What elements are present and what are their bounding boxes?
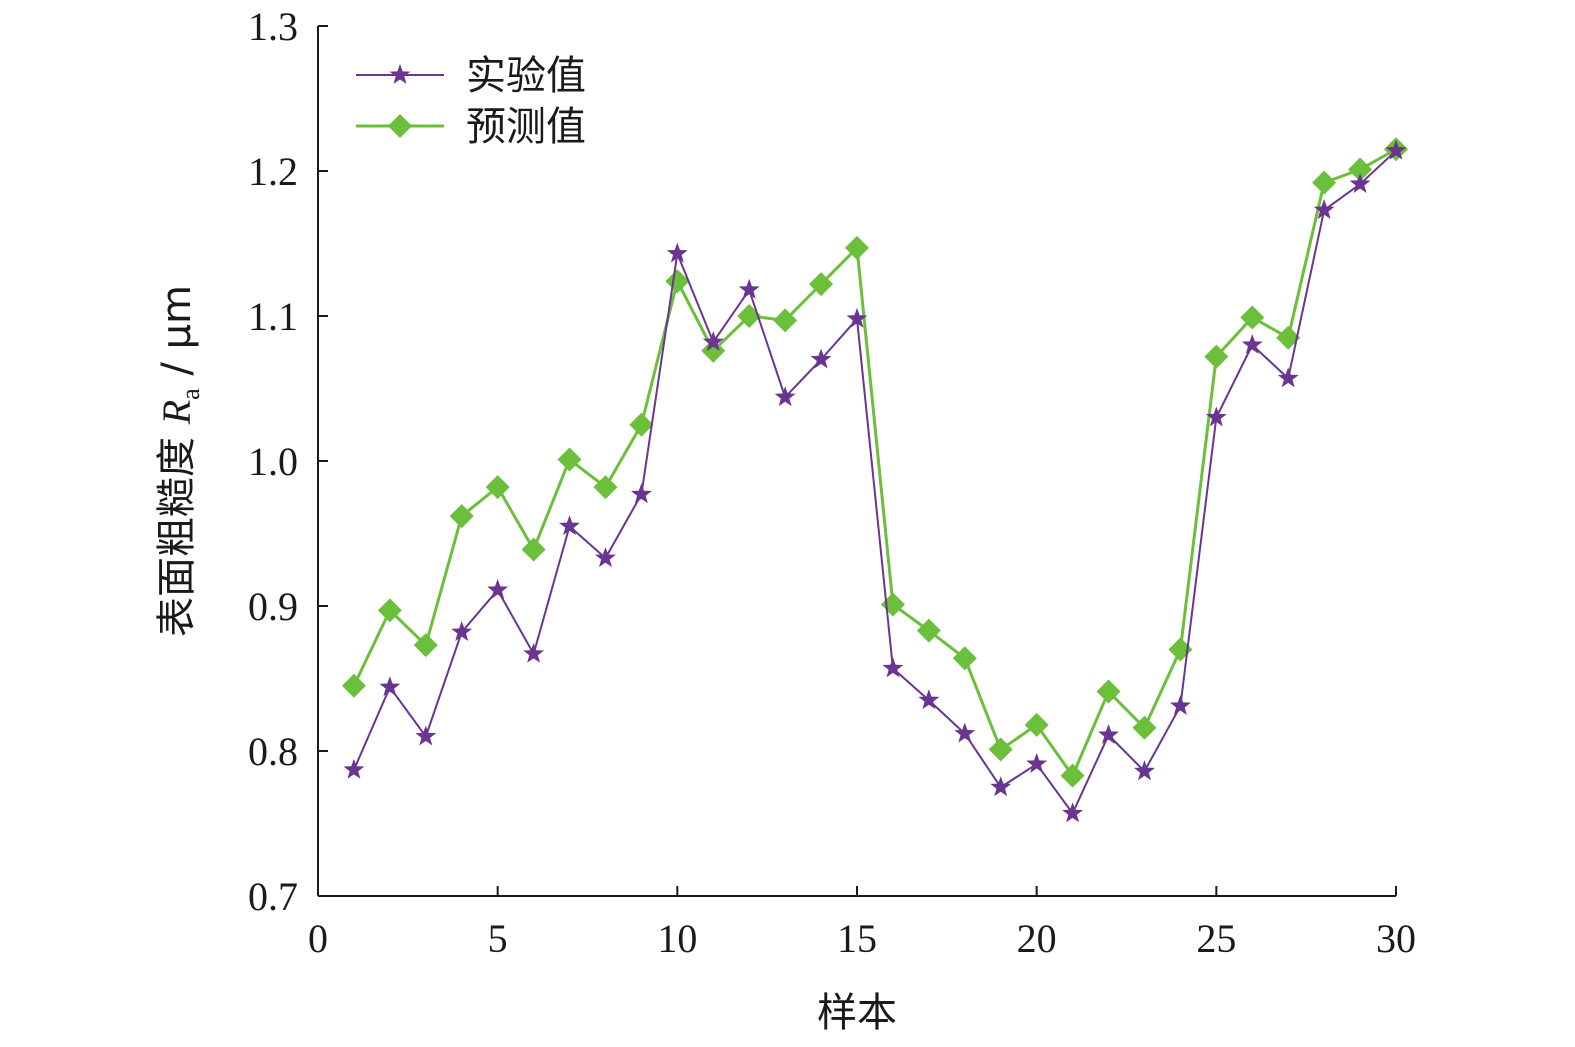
legend: 实验值 预测值 bbox=[356, 53, 586, 150]
data-point-experimental bbox=[846, 307, 868, 328]
data-point-predicted bbox=[629, 412, 654, 437]
data-point-experimental bbox=[1134, 760, 1155, 781]
data-point-experimental bbox=[666, 242, 688, 263]
data-point-predicted bbox=[485, 475, 510, 500]
series-layer bbox=[341, 137, 1408, 823]
y-tick-label: 0.7 bbox=[248, 874, 298, 919]
y-axis-title-unit: / μm bbox=[154, 285, 200, 388]
series-predicted bbox=[341, 137, 1408, 788]
data-point-experimental bbox=[738, 278, 760, 299]
data-point-experimental bbox=[954, 722, 976, 743]
data-point-predicted bbox=[1096, 679, 1121, 704]
data-point-experimental bbox=[523, 642, 545, 663]
series-line-experimental bbox=[353, 149, 1397, 815]
data-point-experimental bbox=[379, 676, 401, 697]
data-point-experimental bbox=[487, 579, 509, 599]
data-point-predicted bbox=[845, 235, 869, 260]
data-point-predicted bbox=[1348, 157, 1373, 182]
x-tick-label: 30 bbox=[1376, 916, 1416, 961]
data-point-experimental bbox=[595, 547, 616, 568]
data-point-predicted bbox=[1060, 763, 1085, 788]
x-tick-label: 15 bbox=[837, 916, 877, 961]
data-point-predicted bbox=[521, 537, 546, 562]
data-point-experimental bbox=[415, 725, 437, 746]
y-tick-label: 0.8 bbox=[248, 729, 298, 774]
data-point-experimental bbox=[1313, 199, 1335, 220]
y-axis-title-subscript: a bbox=[176, 388, 205, 400]
data-point-predicted bbox=[593, 475, 618, 500]
y-tick-label: 1.2 bbox=[248, 149, 298, 194]
y-axis-title-prefix: 表面粗糙度 bbox=[154, 424, 200, 637]
y-ticks: 0.7 0.8 0.9 1.0 1.1 1.2 1.3 bbox=[248, 4, 328, 919]
data-point-experimental bbox=[918, 689, 940, 710]
data-point-predicted bbox=[1132, 715, 1157, 740]
data-point-predicted bbox=[773, 308, 798, 333]
data-point-experimental bbox=[1277, 367, 1299, 388]
legend-marker-predicted bbox=[388, 114, 412, 138]
legend-item-experimental: 实验值 bbox=[356, 53, 586, 99]
y-tick-label: 1.1 bbox=[248, 294, 298, 339]
data-point-experimental bbox=[882, 657, 904, 678]
data-point-experimental bbox=[1098, 724, 1119, 744]
data-point-predicted bbox=[1240, 305, 1265, 330]
data-point-predicted bbox=[557, 447, 582, 472]
x-tick-label: 5 bbox=[488, 916, 508, 961]
data-point-experimental bbox=[774, 386, 796, 407]
data-point-experimental bbox=[1349, 173, 1371, 193]
y-tick-label: 1.3 bbox=[248, 4, 298, 49]
data-point-experimental bbox=[702, 331, 724, 351]
data-point-predicted bbox=[449, 504, 474, 529]
data-point-experimental bbox=[1385, 139, 1407, 160]
data-point-experimental bbox=[810, 348, 832, 369]
y-tick-label: 1.0 bbox=[248, 439, 298, 484]
series-experimental bbox=[343, 139, 1407, 823]
x-tick-label: 0 bbox=[308, 916, 328, 961]
data-point-experimental bbox=[1241, 334, 1263, 354]
data-point-predicted bbox=[1204, 344, 1229, 369]
x-tick-label: 10 bbox=[657, 916, 697, 961]
data-point-predicted bbox=[1312, 170, 1337, 195]
legend-marker-experimental bbox=[389, 64, 411, 84]
x-axis-title: 样本 bbox=[817, 990, 897, 1036]
data-point-predicted bbox=[952, 646, 977, 671]
data-point-predicted bbox=[988, 737, 1013, 762]
data-point-predicted bbox=[809, 272, 834, 297]
data-point-predicted bbox=[413, 633, 438, 658]
data-point-experimental bbox=[451, 621, 473, 641]
data-point-predicted bbox=[916, 618, 941, 643]
legend-item-predicted: 预测值 bbox=[356, 104, 586, 150]
data-point-predicted bbox=[341, 673, 366, 698]
data-point-experimental bbox=[1026, 753, 1048, 773]
legend-label-predicted: 预测值 bbox=[466, 104, 586, 150]
x-tick-label: 20 bbox=[1017, 916, 1057, 961]
data-point-experimental bbox=[343, 758, 365, 779]
data-point-predicted bbox=[377, 598, 402, 623]
data-point-predicted bbox=[1276, 325, 1301, 350]
x-ticks: 0 5 10 15 20 25 30 bbox=[308, 886, 1416, 961]
legend-label-experimental: 实验值 bbox=[466, 53, 586, 99]
data-point-experimental bbox=[559, 515, 580, 536]
y-axis-title: 表面粗糙度 Ra / μm bbox=[154, 285, 205, 637]
data-point-experimental bbox=[630, 483, 652, 504]
data-point-experimental bbox=[990, 776, 1012, 797]
data-point-predicted bbox=[1024, 712, 1049, 737]
data-point-experimental bbox=[1205, 406, 1227, 427]
data-point-experimental bbox=[1062, 802, 1084, 823]
series-line-predicted bbox=[352, 147, 1397, 778]
x-tick-label: 25 bbox=[1196, 916, 1236, 961]
y-axis-title-symbol: R bbox=[154, 400, 199, 425]
data-point-predicted bbox=[701, 338, 726, 363]
legend-marker-diamond-icon bbox=[388, 114, 412, 138]
data-point-experimental bbox=[1169, 695, 1191, 715]
y-tick-label: 0.9 bbox=[248, 584, 298, 629]
legend-marker-star-icon bbox=[389, 64, 411, 84]
axes bbox=[317, 26, 1396, 897]
